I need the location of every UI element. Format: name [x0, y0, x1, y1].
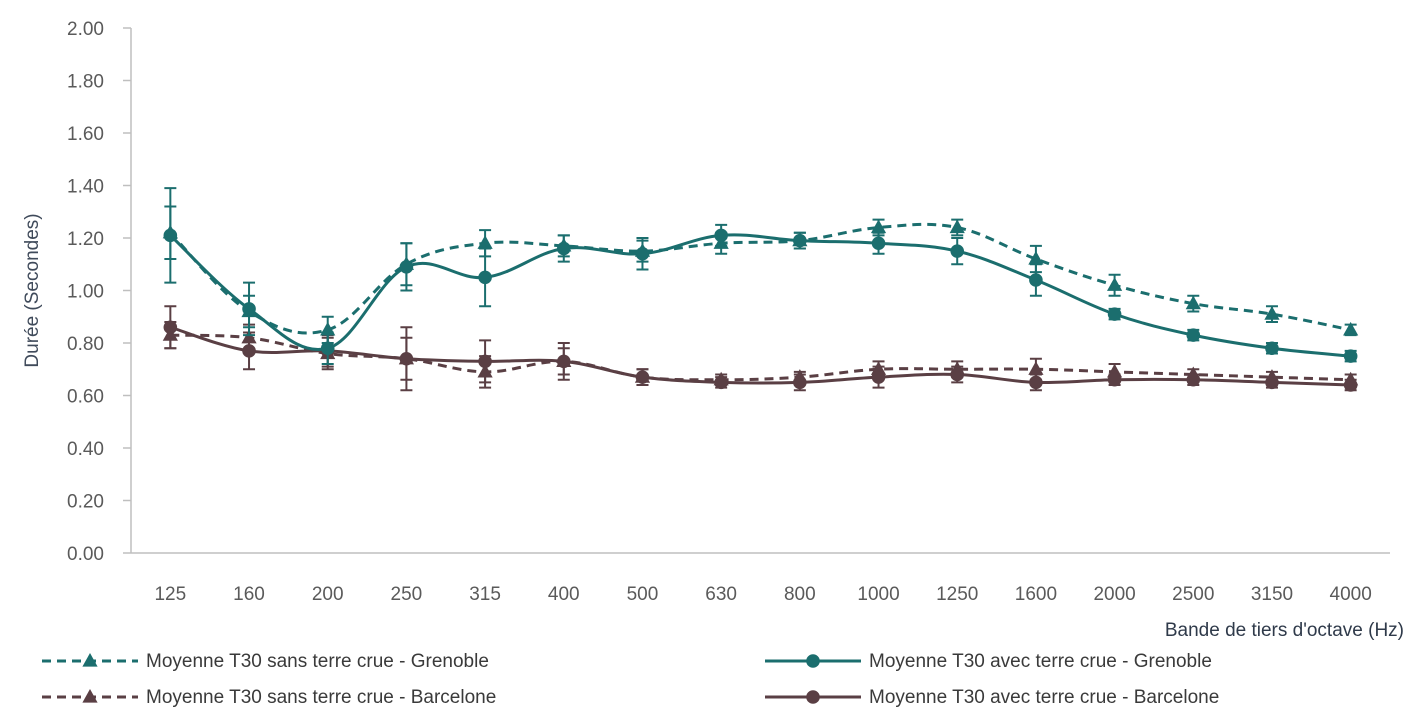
data-point: [478, 354, 492, 369]
y-tick-label: 0.80: [67, 334, 104, 355]
data-point: [1343, 349, 1358, 363]
legend-item-1: Moyenne T30 sans terre crue - Grenoble: [42, 651, 489, 672]
data-point: [477, 235, 493, 249]
y-tick-label: 1.00: [67, 282, 104, 303]
series-4: [163, 305, 1358, 392]
data-point: [478, 270, 492, 285]
x-tick-label: 800: [784, 584, 816, 605]
x-tick-label: 1250: [936, 584, 978, 605]
data-point: [950, 244, 965, 258]
data-point: [1343, 378, 1358, 392]
series-line: [169, 222, 1351, 335]
y-tick-label: 2.00: [67, 19, 104, 40]
legend-swatch-marker: [82, 653, 98, 667]
legend-item-2: Moyenne T30 avec terre crue - Grenoble: [765, 651, 1212, 672]
data-point: [242, 302, 256, 316]
data-point: [1186, 328, 1201, 342]
data-point: [1185, 295, 1201, 310]
series-line: [169, 233, 1351, 358]
y-axis-title: Durée (Secondes): [22, 213, 43, 367]
data-point: [1029, 375, 1043, 390]
y-tick-label: 0.20: [67, 492, 104, 513]
legend-swatch-marker: [806, 654, 820, 668]
x-axis-title: Bande de tiers d'octave (Hz): [1165, 620, 1404, 641]
data-point: [1028, 361, 1044, 375]
axes: 0.00 0.20 0.40 0.60 0.80 1.00 1.20 1.40 1.60 1.80…: [22, 19, 1404, 641]
legend-label: Moyenne T30 avec terre crue - Grenoble: [869, 651, 1212, 672]
y-tick-label: 0.00: [67, 544, 104, 565]
x-tick-label: 2500: [1172, 584, 1214, 605]
legend-label: Moyenne T30 sans terre crue - Barcelone: [146, 687, 496, 708]
y-tick-label: 1.60: [67, 124, 104, 145]
data-point: [1264, 306, 1280, 320]
data-point: [1029, 273, 1043, 287]
data-point: [556, 354, 571, 369]
data-point: [399, 260, 414, 274]
data-point: [870, 219, 887, 234]
data-point: [871, 236, 886, 251]
data-point: [793, 375, 807, 390]
legend-label: Moyenne T30 avec terre crue - Barcelone: [869, 687, 1219, 708]
x-tick-label: 200: [312, 584, 344, 605]
series-line: [169, 325, 1351, 387]
data-point: [1186, 372, 1201, 387]
data-point: [320, 341, 335, 356]
series-layer: [162, 187, 1359, 392]
x-tick-label: 630: [705, 584, 737, 605]
x-tick-label: 160: [233, 584, 265, 605]
legend: Moyenne T30 sans terre crue - Grenoble Mo…: [42, 651, 1219, 708]
data-point: [1106, 277, 1123, 291]
x-tick-label: 250: [391, 584, 423, 605]
x-tick-label: 1600: [1015, 584, 1057, 605]
data-point: [163, 320, 178, 335]
y-tick-label: 1.80: [67, 72, 104, 93]
x-tick-label: 2000: [1093, 584, 1135, 605]
data-point: [1107, 307, 1122, 321]
series-1: [162, 205, 1359, 344]
data-point: [949, 219, 965, 234]
data-point: [714, 228, 728, 243]
y-tick-label: 0.40: [67, 439, 104, 460]
data-point: [714, 375, 728, 390]
data-point: [793, 233, 807, 248]
data-point: [399, 351, 414, 366]
x-tick-label: 4000: [1330, 584, 1372, 605]
legend-label: Moyenne T30 sans terre crue - Grenoble: [146, 651, 489, 672]
legend-swatch-marker: [806, 690, 820, 704]
data-point: [1028, 251, 1044, 265]
data-point: [950, 367, 965, 382]
x-tick-label: 125: [154, 584, 186, 605]
data-point: [635, 246, 650, 261]
y-tick-label: 1.40: [67, 177, 104, 198]
x-tick-label: 400: [548, 584, 580, 605]
series-2: [163, 187, 1358, 365]
data-point: [1265, 341, 1279, 356]
legend-item-4: Moyenne T30 avec terre crue - Barcelone: [765, 687, 1219, 708]
data-point: [242, 344, 256, 358]
legend-item-3: Moyenne T30 sans terre crue - Barcelone: [42, 687, 496, 708]
y-tick-label: 0.60: [67, 387, 104, 408]
data-point: [556, 241, 571, 256]
y-tick-label: 1.20: [67, 229, 104, 250]
data-point: [871, 370, 886, 384]
x-tick-label: 500: [627, 584, 659, 605]
data-point: [1265, 375, 1279, 390]
series-line: [170, 333, 1351, 382]
data-point: [1343, 321, 1359, 336]
x-tick-label: 315: [469, 584, 501, 605]
data-point: [163, 228, 178, 243]
data-point: [1107, 372, 1122, 387]
x-tick-label: 1000: [857, 584, 899, 605]
data-point: [635, 370, 650, 384]
legend-swatch-marker: [82, 689, 98, 703]
x-tick-label: 3150: [1251, 584, 1293, 605]
